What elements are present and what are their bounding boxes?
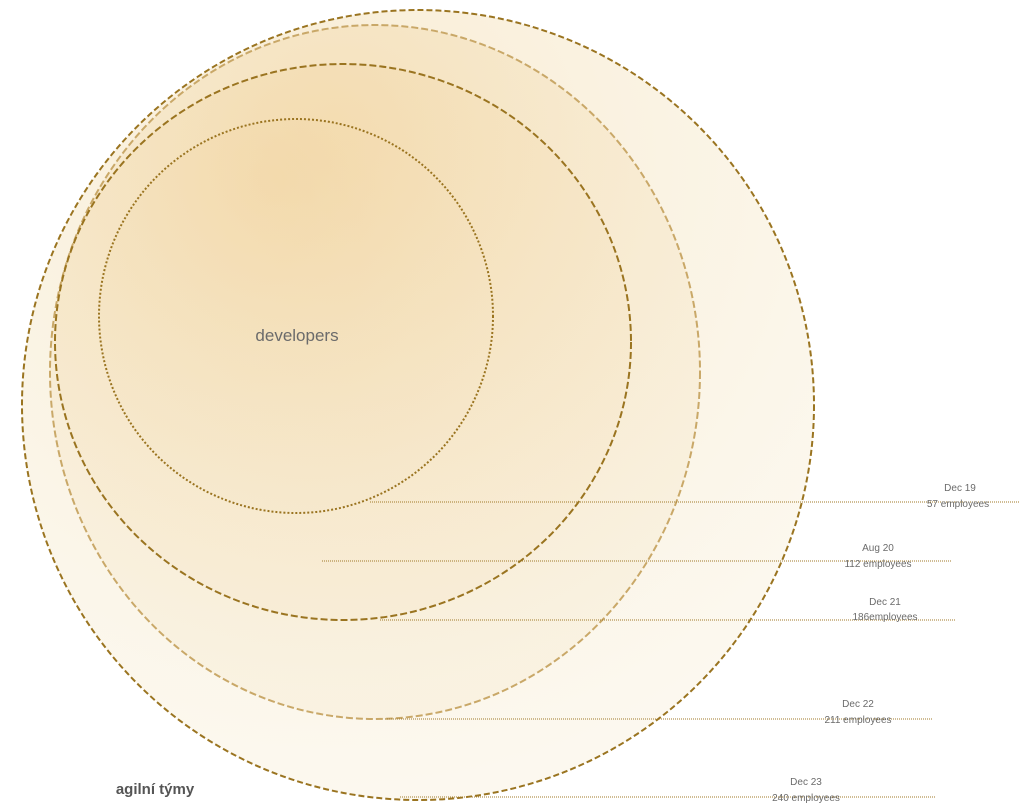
milestone-date: Aug 20 (862, 543, 894, 554)
leader-lines (322, 501, 1020, 798)
milestone-date: Dec 23 (790, 777, 822, 788)
milestone-date: Dec 22 (842, 699, 874, 710)
milestone-count: 211 employees (824, 715, 891, 726)
outer-label: agilní týmy (116, 781, 195, 798)
milestone-count: 240 employees (772, 793, 840, 804)
milestone-count: 186employees (852, 612, 917, 623)
milestone-date: Dec 21 (869, 597, 901, 608)
milestone-count: 57 employees (927, 499, 989, 510)
circle-dec19 (98, 118, 494, 514)
milestone-date: Dec 19 (944, 483, 976, 494)
milestone-count: 112 employees (844, 559, 911, 570)
inner-label: developers (255, 326, 338, 345)
